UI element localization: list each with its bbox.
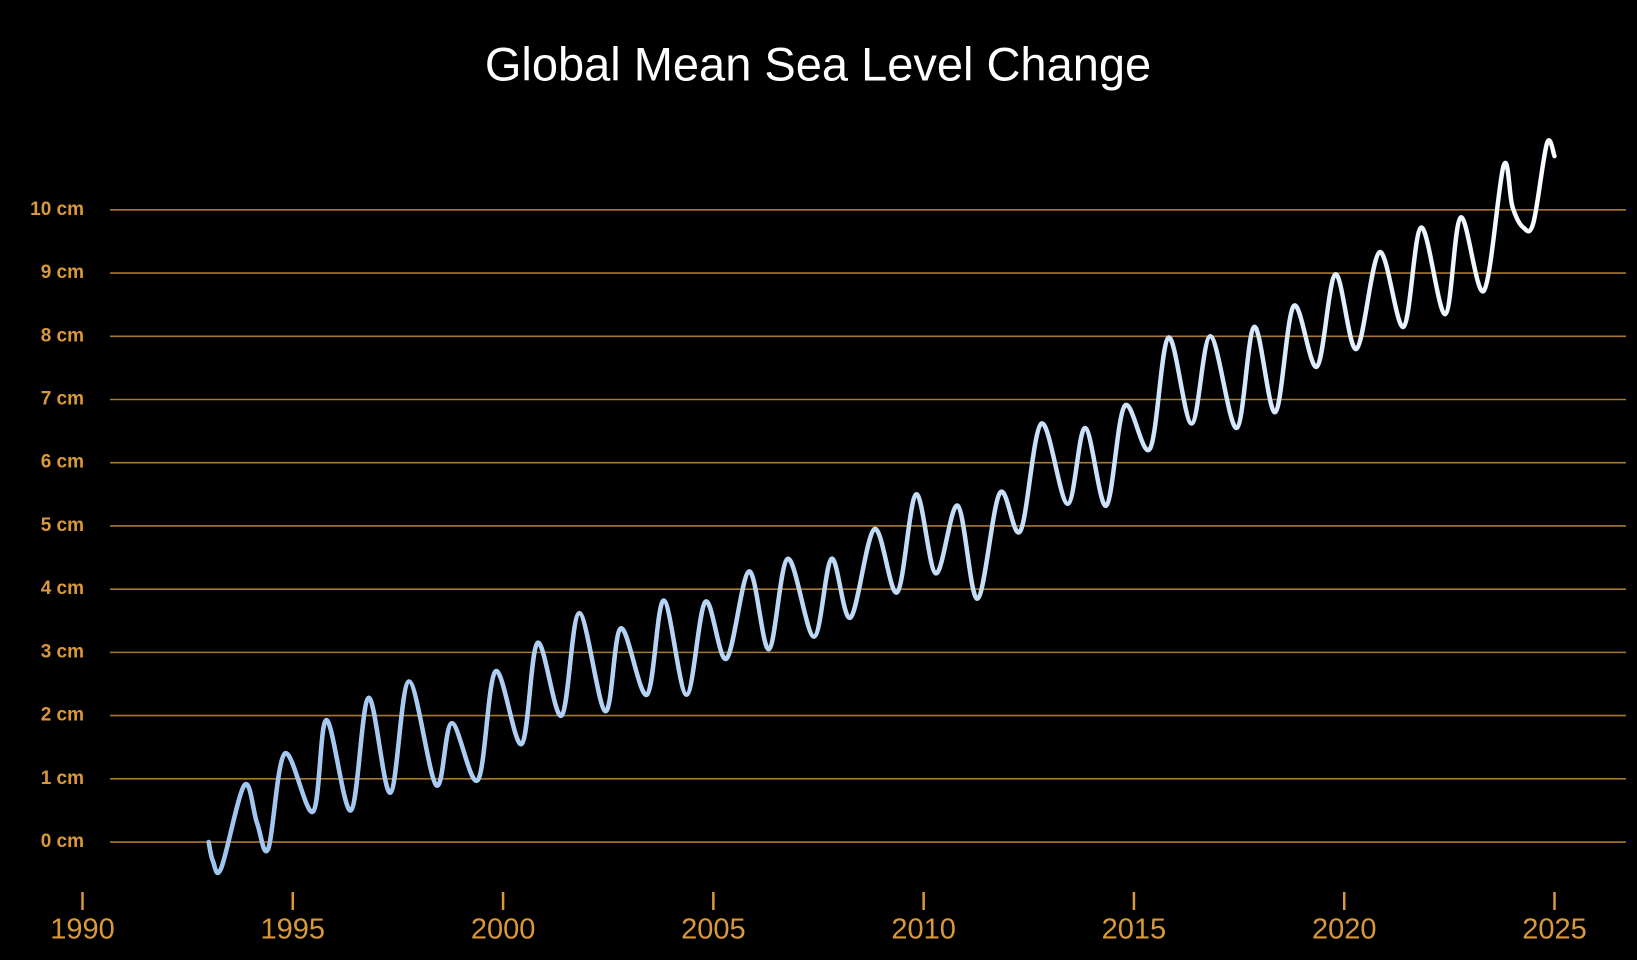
y-tick-label: 7 cm xyxy=(41,389,84,410)
y-tick-label: 0 cm xyxy=(41,831,84,852)
x-tick-label: 1995 xyxy=(261,914,326,946)
x-tick-label: 2010 xyxy=(891,914,956,946)
y-tick-label: 1 cm xyxy=(41,768,84,789)
y-tick-label: 6 cm xyxy=(41,452,84,473)
x-tick-label: 1990 xyxy=(50,914,115,946)
x-tick-label: 2025 xyxy=(1522,914,1587,946)
y-tick-label: 2 cm xyxy=(41,705,84,726)
sea-level-line xyxy=(206,138,1557,876)
y-tick-label: 10 cm xyxy=(30,199,84,220)
x-tick-label: 2000 xyxy=(471,914,536,946)
y-tick-label: 5 cm xyxy=(41,515,84,536)
y-tick-label: 3 cm xyxy=(41,641,84,662)
y-tick-label: 4 cm xyxy=(41,578,84,599)
sea-level-line-highlight xyxy=(206,138,1557,875)
x-tick-label: 2015 xyxy=(1102,914,1167,946)
chart-title: Global Mean Sea Level Change xyxy=(485,37,1151,90)
x-tick-label: 2005 xyxy=(681,914,746,946)
y-tick-label: 9 cm xyxy=(41,262,84,283)
y-tick-label: 8 cm xyxy=(41,325,84,346)
x-tick-label: 2020 xyxy=(1312,914,1377,946)
